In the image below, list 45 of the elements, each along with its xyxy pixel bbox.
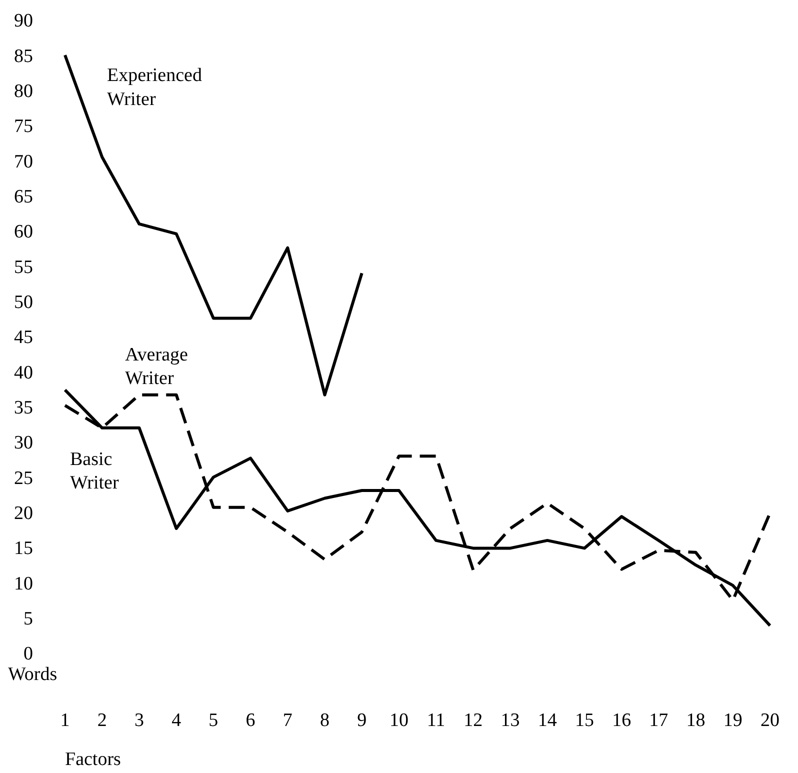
y-tick-label: 10 bbox=[14, 573, 33, 594]
y-tick-label: 85 bbox=[14, 46, 33, 67]
x-tick-label: 6 bbox=[246, 710, 256, 731]
y-tick-label: 35 bbox=[14, 397, 33, 418]
x-tick-label: 10 bbox=[389, 710, 408, 731]
x-tick-label: 12 bbox=[464, 710, 483, 731]
y-tick-label: 0 bbox=[24, 644, 33, 665]
x-tick-label: 9 bbox=[357, 710, 367, 731]
x-tick-label: 5 bbox=[208, 710, 218, 731]
series-label: Experienced Writer bbox=[107, 65, 202, 110]
x-tick-label: 3 bbox=[134, 710, 144, 731]
y-tick-label: 45 bbox=[14, 327, 33, 348]
x-tick-label: 18 bbox=[686, 710, 706, 731]
line-series bbox=[64, 54, 364, 396]
y-tick-label: 70 bbox=[14, 151, 33, 172]
x-tick-label: 17 bbox=[649, 710, 668, 731]
y-tick-label: 5 bbox=[24, 608, 33, 630]
y-tick-label: 50 bbox=[14, 292, 33, 313]
x-tick-label: 2 bbox=[97, 710, 107, 731]
x-tick-label: 19 bbox=[723, 710, 742, 731]
x-tick-label: 4 bbox=[172, 710, 182, 731]
x-tick-label: 20 bbox=[760, 710, 780, 731]
series-label: Basic Writer bbox=[70, 448, 120, 494]
y-tick-label: 30 bbox=[14, 432, 33, 454]
y-tick-label: 65 bbox=[14, 186, 33, 208]
y-tick-label: 60 bbox=[14, 222, 33, 243]
x-tick-label: 11 bbox=[426, 710, 446, 731]
x-tick-label: 15 bbox=[574, 710, 594, 731]
x-axis-title: Factors bbox=[65, 749, 121, 770]
x-tick-label: 16 bbox=[612, 710, 632, 731]
x-tick-label: 7 bbox=[282, 710, 292, 731]
y-tick-label: 20 bbox=[14, 502, 33, 524]
y-tick-label: 25 bbox=[14, 468, 33, 489]
y-tick-label: 55 bbox=[14, 256, 33, 278]
x-tick-label: 8 bbox=[320, 710, 330, 731]
y-tick-label: 90 bbox=[14, 10, 33, 32]
x-tick-label: 14 bbox=[538, 710, 558, 731]
y-tick-label: 80 bbox=[14, 80, 33, 102]
x-tick-label: 13 bbox=[500, 710, 520, 731]
series-label: Average Writer bbox=[125, 344, 188, 390]
y-tick-label: 40 bbox=[14, 362, 33, 384]
y-tick-label: 75 bbox=[14, 116, 33, 138]
y-axis-title: Words bbox=[8, 664, 58, 685]
x-tick-label: 1 bbox=[60, 710, 70, 731]
y-tick-label: 15 bbox=[14, 538, 33, 560]
